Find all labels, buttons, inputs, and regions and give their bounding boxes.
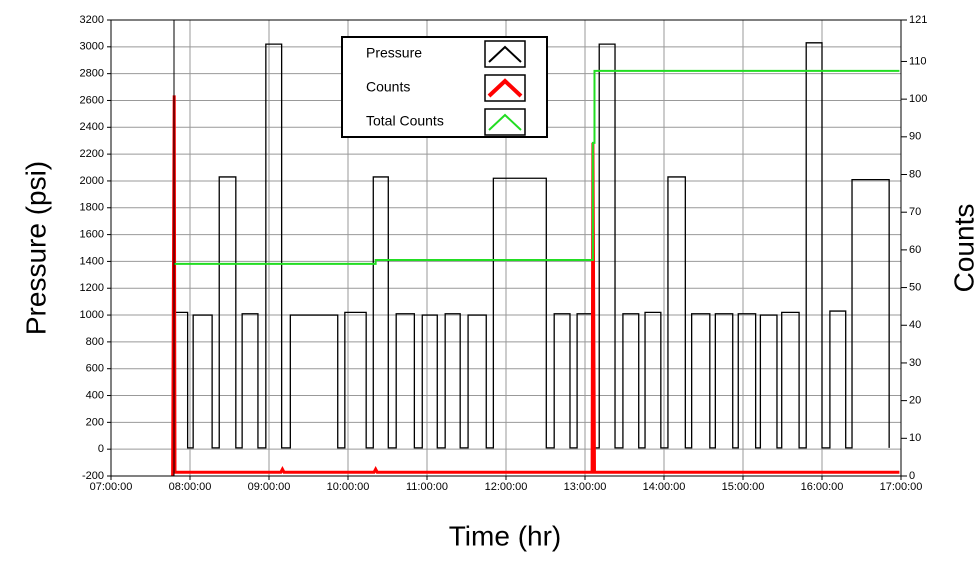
x-axis-title: Time (hr) [449, 520, 562, 551]
legend-label: Counts [366, 79, 410, 95]
y-tick-label: -200 [82, 470, 104, 482]
y2-tick-label: 121 [909, 14, 927, 26]
y2-tick-label: 40 [909, 319, 921, 331]
y-tick-label: 400 [86, 389, 104, 401]
y2-axis-title: Counts [948, 204, 979, 293]
y-tick-label: 1000 [80, 309, 104, 321]
y2-tick-label: 30 [909, 357, 921, 369]
y-tick-label: 2800 [80, 68, 104, 80]
y2-tick-label: 70 [909, 206, 921, 218]
y-axis-title: Pressure (psi) [20, 161, 51, 335]
legend-label: Pressure [366, 45, 422, 61]
x-tick-label: 16:00:00 [801, 481, 844, 493]
x-tick-label: 08:00:00 [169, 481, 212, 493]
y-tick-label: 1400 [80, 255, 104, 267]
legend-swatch [488, 113, 522, 131]
y-tick-label: 2400 [80, 121, 104, 133]
y-tick-label: 1600 [80, 228, 104, 240]
x-tick-label: 10:00:00 [327, 481, 370, 493]
y2-tick-label: 0 [909, 470, 915, 482]
legend-label: Total Counts [366, 113, 444, 129]
plot [171, 42, 900, 477]
y-tick-label: 200 [86, 416, 104, 428]
y-tick-label: 2200 [80, 148, 104, 160]
y2-tick-label: 80 [909, 168, 921, 180]
y2-tick-label: 90 [909, 131, 921, 143]
y-tick-label: 1800 [80, 202, 104, 214]
legend-swatch [488, 45, 522, 63]
y2-tick-label: 50 [909, 281, 921, 293]
x-tick-label: 11:00:00 [406, 481, 448, 493]
series-line [174, 69, 900, 265]
x-tick-label: 09:00:00 [248, 481, 291, 493]
legend-swatch-box [484, 108, 526, 136]
legend-swatch [487, 78, 523, 98]
legend-swatch-box [484, 40, 526, 68]
y-tick-label: 3200 [80, 14, 104, 26]
y2-tick-label: 110 [909, 55, 927, 67]
y-tick-label: 800 [86, 336, 104, 348]
y-tick-label: 2600 [80, 94, 104, 106]
x-tick-label: 15:00:00 [722, 481, 765, 493]
series-line [173, 42, 890, 449]
y-tick-label: 2000 [80, 175, 104, 187]
x-tick-label: 12:00:00 [485, 481, 528, 493]
plot-frame [110, 19, 902, 477]
y-tick-label: 3000 [80, 41, 104, 53]
legend: Pressure Counts Total Counts [341, 36, 548, 138]
x-tick-label: 07:00:00 [90, 481, 133, 493]
y2-tick-label: 60 [909, 244, 921, 256]
y-tick-label: 1200 [80, 282, 104, 294]
y-tick-label: 600 [86, 363, 104, 375]
y2-tick-label: 10 [909, 432, 921, 444]
x-tick-label: 17:00:00 [880, 481, 923, 493]
y-tick-label: 0 [98, 443, 104, 455]
x-tick-label: 13:00:00 [564, 481, 607, 493]
y2-tick-label: 100 [909, 93, 927, 105]
y2-tick-label: 20 [909, 395, 921, 407]
x-tick-label: 14:00:00 [643, 481, 686, 493]
